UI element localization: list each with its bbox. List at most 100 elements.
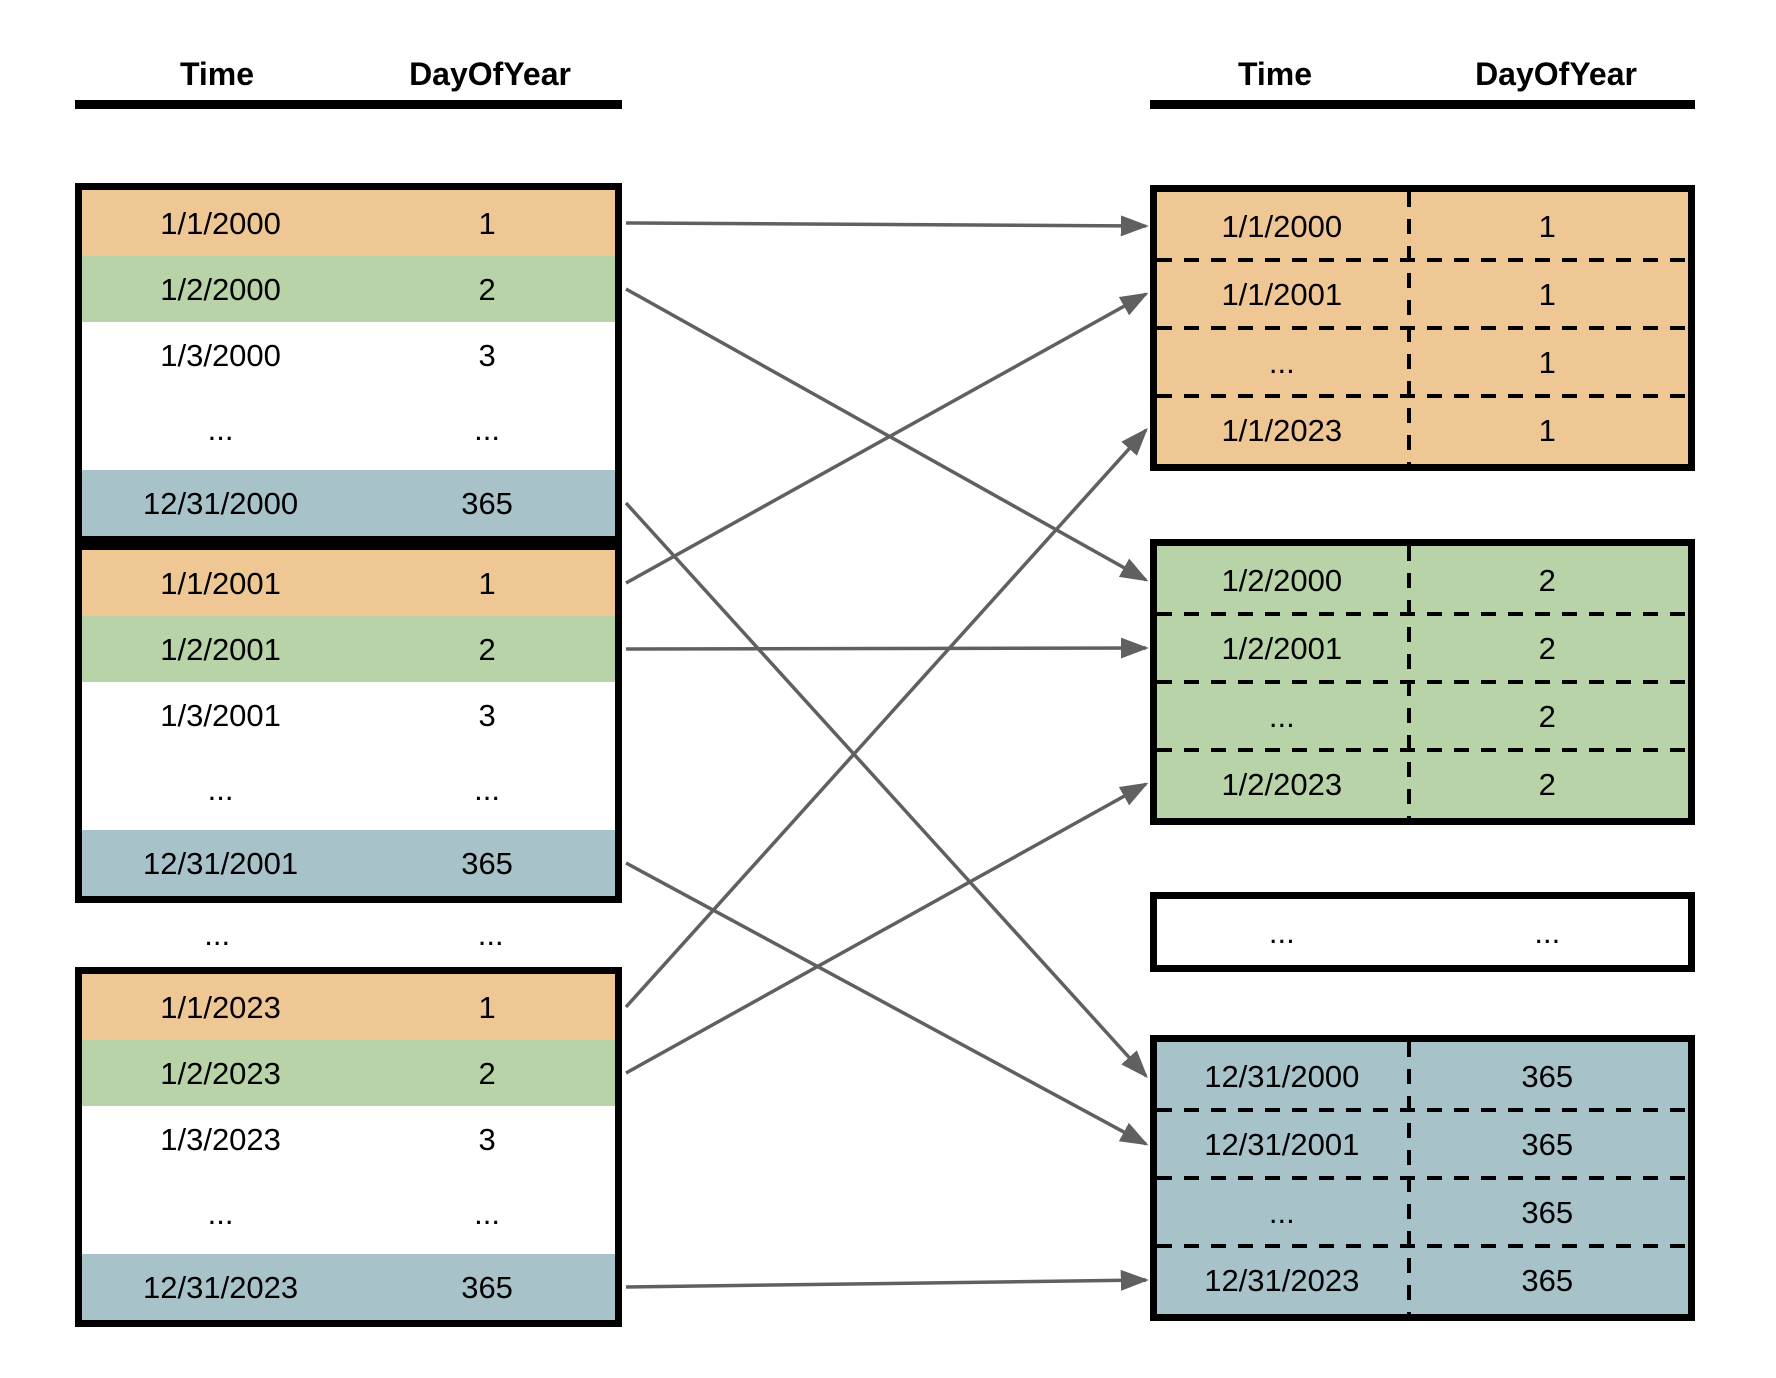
time-cell: ... bbox=[1268, 914, 1295, 950]
table-row-ellipsis: ... ... bbox=[82, 388, 615, 470]
dayofyear-cell: 1 bbox=[478, 989, 496, 1025]
dashed-row-divider bbox=[1157, 748, 1688, 752]
right-header-dayofyear: DayOfYear bbox=[1475, 56, 1637, 92]
dayofyear-cell: ... bbox=[477, 916, 504, 952]
right-header-rule bbox=[1150, 100, 1695, 109]
dayofyear-cell: 365 bbox=[1521, 1058, 1574, 1094]
mapping-arrow-1/1/2000-to-day-1-row-1 bbox=[625, 215, 1149, 237]
dashed-row-divider bbox=[1157, 326, 1688, 330]
dayofyear-cell: 365 bbox=[461, 1269, 513, 1305]
time-cell: 12/31/2000 bbox=[1204, 1058, 1360, 1094]
dayofyear-cell: 1 bbox=[478, 565, 496, 601]
table-row-ellipsis: ... 1 bbox=[1157, 328, 1688, 396]
dayofyear-cell: ... bbox=[474, 771, 500, 807]
table-row: 1/1/2000 1 bbox=[1157, 192, 1688, 260]
table-row: 12/31/2000 365 bbox=[1157, 1042, 1688, 1110]
dayofyear-cell: 3 bbox=[478, 1121, 496, 1157]
time-cell: 1/2/2001 bbox=[1221, 630, 1343, 666]
dashed-column-divider bbox=[1406, 1042, 1411, 1314]
dayofyear-cell: 1 bbox=[478, 205, 496, 241]
table-row: 1/1/2001 1 bbox=[1157, 260, 1688, 328]
time-cell: 1/2/2001 bbox=[160, 631, 281, 667]
dashed-row-divider bbox=[1157, 1176, 1688, 1180]
right-table-day-1: 1/1/2000 1 1/1/2001 1 ... 1 1/1/2023 1 bbox=[1150, 185, 1695, 471]
mapping-arrow-1/1/2001-to-day-1-row-2 bbox=[625, 292, 1149, 585]
time-cell: 1/3/2023 bbox=[160, 1121, 281, 1157]
dayofyear-cell: 365 bbox=[1521, 1126, 1574, 1162]
left-header-dayofyear: DayOfYear bbox=[409, 56, 571, 92]
dashed-row-divider bbox=[1157, 394, 1688, 398]
table-row-ellipsis: ... ... bbox=[82, 748, 615, 830]
dayofyear-cell: ... bbox=[474, 411, 500, 447]
table-row: 1/2/2023 2 bbox=[82, 1040, 615, 1106]
table-row: 1/2/2000 2 bbox=[82, 256, 615, 322]
dayofyear-cell: 2 bbox=[1538, 698, 1556, 734]
time-cell: ... bbox=[1268, 698, 1295, 734]
time-cell: 1/1/2023 bbox=[160, 989, 281, 1025]
time-cell: ... bbox=[1268, 344, 1295, 380]
left-table-year-2001: 1/1/2001 1 1/2/2001 2 1/3/2001 3 ... ...… bbox=[75, 543, 622, 903]
time-cell: ... bbox=[207, 771, 234, 807]
mapping-arrow-1/2/2001-to-day-2-row-2 bbox=[625, 637, 1149, 659]
dayofyear-cell: ... bbox=[474, 1195, 500, 1231]
dayofyear-cell: 2 bbox=[1538, 562, 1556, 598]
time-cell: ... bbox=[204, 916, 231, 952]
mapping-arrow-1/2/2000-to-day-2-row-1 bbox=[625, 287, 1149, 582]
mapping-arrow-1/2/2023-to-day-2-row-4 bbox=[625, 782, 1149, 1075]
time-cell: 1/3/2000 bbox=[160, 337, 281, 373]
left-table-year-2023: 1/1/2023 1 1/2/2023 2 1/3/2023 3 ... ...… bbox=[75, 967, 622, 1327]
time-cell: 12/31/2000 bbox=[143, 485, 299, 521]
dashed-row-divider bbox=[1157, 1244, 1688, 1248]
dashed-row-divider bbox=[1157, 258, 1688, 262]
dayofyear-cell: 365 bbox=[461, 485, 513, 521]
table-row: 1/1/2001 1 bbox=[82, 550, 615, 616]
dayofyear-cell: 2 bbox=[478, 271, 496, 307]
dayofyear-cell: 1 bbox=[1538, 412, 1556, 448]
table-row: 1/3/2000 3 bbox=[82, 322, 615, 388]
table-row: 1/3/2023 3 bbox=[82, 1106, 615, 1172]
table-row: 12/31/2023 365 bbox=[1157, 1246, 1688, 1314]
table-row-ellipsis: ... ... bbox=[1157, 899, 1688, 965]
dayofyear-cell: 365 bbox=[1521, 1194, 1574, 1230]
left-ellipsis-row: ... ... bbox=[75, 901, 622, 967]
mapping-arrow-1/1/2023-to-day-1-row-4 bbox=[624, 427, 1148, 1009]
right-table-day-365: 12/31/2000 365 12/31/2001 365 ... 365 12… bbox=[1150, 1035, 1695, 1321]
dayofyear-cell: 1 bbox=[1538, 208, 1556, 244]
dayofyear-cell: 1 bbox=[1538, 344, 1556, 380]
dayofyear-cell: 2 bbox=[478, 1055, 496, 1091]
time-cell: 1/2/2000 bbox=[1221, 562, 1343, 598]
table-row: 1/2/2000 2 bbox=[1157, 546, 1688, 614]
dashed-column-divider bbox=[1406, 192, 1411, 464]
dashed-row-divider bbox=[1157, 612, 1688, 616]
time-cell: 1/1/2001 bbox=[1221, 276, 1343, 312]
time-cell: ... bbox=[207, 411, 234, 447]
mapping-arrow-12/31/2000-to-day-365-row-1 bbox=[624, 501, 1148, 1079]
dashed-column-divider bbox=[1406, 546, 1411, 818]
table-row: 1/1/2000 1 bbox=[82, 190, 615, 256]
left-table-year-2000: 1/1/2000 1 1/2/2000 2 1/3/2000 3 ... ...… bbox=[75, 183, 622, 543]
right-header-time: Time bbox=[1237, 56, 1313, 92]
table-row: 12/31/2001 365 bbox=[82, 830, 615, 896]
table-row-ellipsis: ... 2 bbox=[1157, 682, 1688, 750]
time-cell: 1/1/2000 bbox=[1221, 208, 1343, 244]
dayofyear-cell: 365 bbox=[1521, 1262, 1574, 1298]
time-cell: 1/1/2023 bbox=[1221, 412, 1343, 448]
table-row: 1/2/2001 2 bbox=[1157, 614, 1688, 682]
dayofyear-cell: 2 bbox=[478, 631, 496, 667]
dayofyear-cell: 2 bbox=[1538, 766, 1556, 802]
time-cell: 12/31/2023 bbox=[143, 1269, 299, 1305]
dayofyear-cell: 3 bbox=[478, 337, 496, 373]
dayofyear-cell: ... bbox=[1534, 914, 1561, 950]
table-row-ellipsis: ... ... bbox=[82, 1172, 615, 1254]
mapping-arrow-12/31/2001-to-day-365-row-2 bbox=[625, 861, 1149, 1146]
dayofyear-cell: 3 bbox=[478, 697, 496, 733]
right-table-day-2: 1/2/2000 2 1/2/2001 2 ... 2 1/2/2023 2 bbox=[1150, 539, 1695, 825]
table-row-ellipsis: ... 365 bbox=[1157, 1178, 1688, 1246]
table-row: 12/31/2023 365 bbox=[82, 1254, 615, 1320]
table-row: 1/1/2023 1 bbox=[1157, 396, 1688, 464]
time-cell: 12/31/2001 bbox=[1204, 1126, 1360, 1162]
left-header-time: Time bbox=[179, 56, 255, 92]
time-cell: 1/2/2023 bbox=[160, 1055, 281, 1091]
